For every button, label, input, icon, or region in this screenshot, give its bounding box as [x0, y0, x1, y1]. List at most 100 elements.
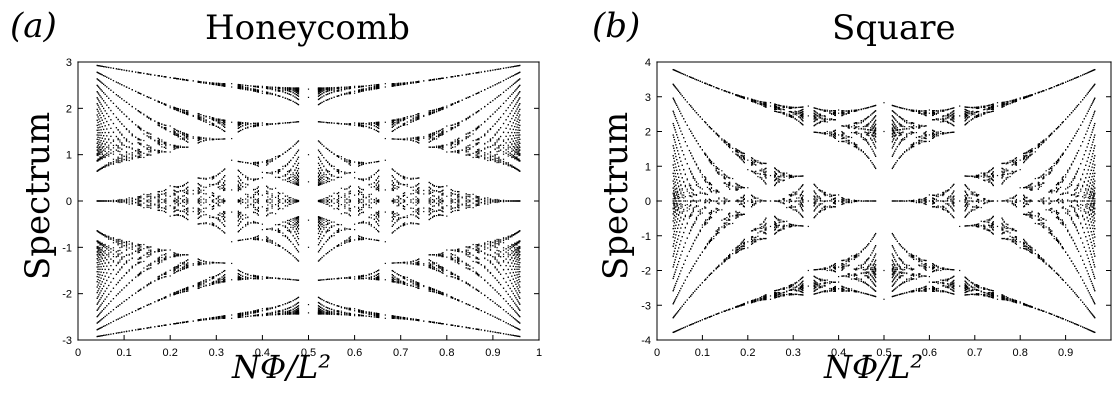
spectrum-point: [161, 210, 163, 212]
spectrum-point: [212, 276, 215, 278]
spectrum-point: [336, 310, 338, 313]
spectrum-point: [505, 149, 507, 151]
spectrum-point: [112, 163, 115, 165]
spectrum-point: [183, 268, 185, 270]
spectrum-point: [221, 122, 223, 124]
spectrum-point: [511, 143, 513, 145]
spectrum-point: [290, 176, 292, 178]
spectrum-point: [256, 309, 258, 311]
spectrum-point: [119, 261, 121, 263]
spectrum-point: [254, 85, 256, 87]
spectrum-point: [240, 239, 242, 241]
spectrum-point: [240, 274, 242, 276]
spectrum-point: [359, 90, 361, 92]
spectrum-point: [261, 276, 263, 278]
spectrum-point: [135, 250, 137, 252]
spectrum-point: [359, 222, 361, 224]
spectrum-point: [138, 199, 141, 201]
spectrum-point: [509, 287, 511, 290]
spectrum-point: [336, 201, 338, 203]
spectrum-point: [240, 126, 242, 128]
spectrum-point: [135, 124, 137, 126]
spectrum-point: [321, 218, 323, 220]
spectrum-point: [446, 295, 448, 297]
spectrum-point: [119, 96, 121, 98]
spectrum-point: [294, 246, 296, 248]
spectrum-point: [212, 216, 215, 218]
spectrum-point: [154, 251, 156, 253]
spectrum-point: [269, 123, 271, 125]
spectrum-point: [457, 101, 459, 103]
spectrum-point: [505, 251, 507, 253]
spectrum-point: [340, 244, 343, 246]
spectrum-point: [240, 213, 242, 215]
spectrum-point: [511, 144, 513, 146]
spectrum-point: [406, 203, 408, 206]
spectrum-point: [158, 141, 160, 144]
spectrum-point: [461, 99, 463, 101]
spectrum-point: [359, 89, 361, 91]
spectrum-point: [200, 184, 202, 186]
spectrum-point: [496, 160, 498, 162]
spectrum-point: [158, 125, 160, 127]
spectrum-point: [509, 272, 511, 274]
spectrum-point: [242, 312, 244, 314]
spectrum-point: [242, 214, 244, 216]
spectrum-point: [394, 178, 396, 180]
spectrum-point: [254, 236, 256, 238]
spectrum-point: [158, 144, 160, 146]
spectrum-point: [370, 276, 372, 278]
spectrum-point: [212, 118, 215, 120]
spectrum-point: [359, 191, 361, 193]
spectrum-point: [119, 331, 121, 334]
spectrum-point: [446, 195, 448, 197]
spectrum-point: [512, 334, 514, 337]
spectrum-point: [205, 178, 207, 180]
spectrum-point: [215, 282, 217, 284]
spectrum-point: [240, 221, 242, 223]
spectrum-point: [219, 316, 221, 318]
spectrum-point: [323, 92, 325, 94]
spectrum-point: [375, 211, 377, 213]
spectrum-point: [215, 125, 217, 127]
spectrum-point: [185, 110, 188, 112]
spectrum-point: [261, 161, 263, 163]
spectrum-point: [384, 211, 386, 213]
spectrum-point: [480, 292, 482, 294]
spectrum-point: [138, 196, 141, 198]
spectrum-point: [161, 249, 163, 251]
spectrum-point: [200, 201, 202, 203]
spectrum-point: [415, 196, 417, 198]
spectrum-point: [240, 312, 242, 314]
spectrum-point: [484, 247, 486, 249]
spectrum-point: [432, 146, 434, 148]
spectrum-point: [484, 157, 486, 160]
spectrum-point: [511, 334, 513, 336]
spectrum-point: [406, 183, 408, 186]
spectrum-point: [467, 201, 469, 203]
spectrum-point: [212, 282, 215, 284]
spectrum-point: [461, 74, 463, 76]
spectrum-point: [108, 107, 110, 109]
spectrum-point: [112, 253, 115, 255]
spectrum-point: [333, 312, 335, 314]
spectrum-point: [402, 195, 405, 198]
spectrum-point: [454, 75, 456, 77]
spectrum-point: [200, 284, 202, 286]
spectrum-point: [158, 277, 160, 279]
spectrum-point: [370, 278, 372, 280]
spectrum-point: [499, 149, 502, 151]
spectrum-point: [179, 189, 182, 192]
spectrum-point: [250, 237, 252, 240]
spectrum-point: [110, 67, 112, 69]
spectrum-point: [131, 253, 133, 255]
spectrum-point: [108, 238, 110, 240]
spectrum-point: [394, 280, 396, 283]
spectrum-point: [279, 230, 281, 232]
spectrum-point: [307, 246, 310, 248]
spectrum-point: [505, 258, 507, 260]
spectrum-point: [274, 313, 277, 315]
spectrum-point: [457, 260, 459, 262]
spectrum-point: [509, 104, 511, 106]
spectrum-point: [454, 256, 456, 259]
